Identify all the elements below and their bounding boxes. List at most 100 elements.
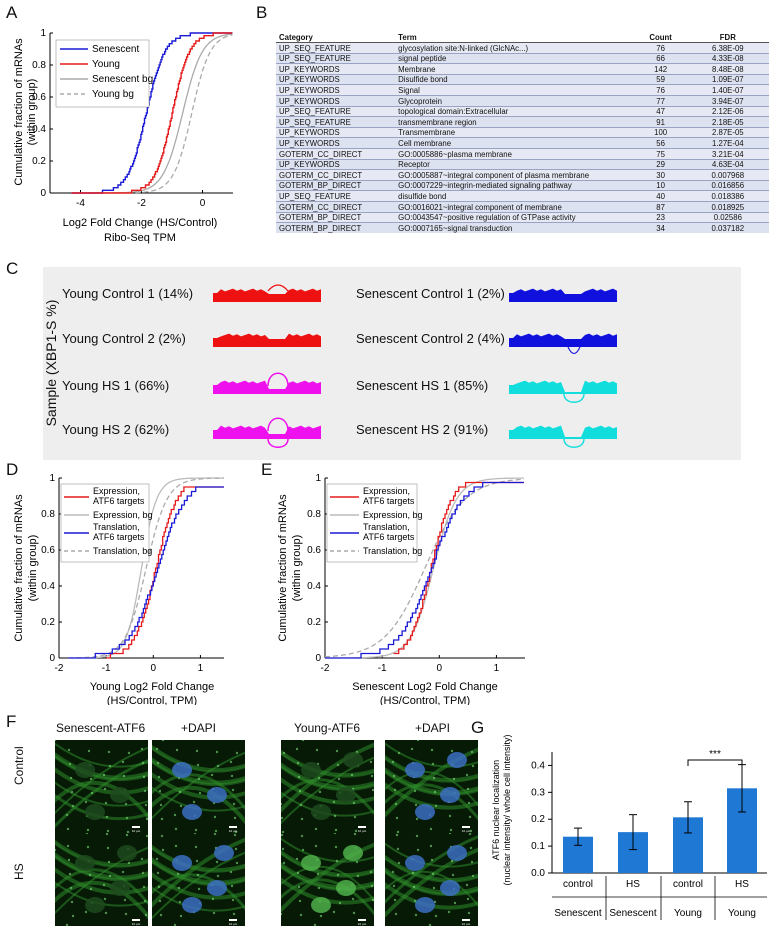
scale-bar-label: 10 μm — [462, 922, 471, 926]
cell-count: 10 — [656, 181, 665, 191]
speckle — [232, 912, 236, 916]
cell-term: GO:0007229~integrin-mediated signaling p… — [398, 181, 572, 191]
panel-a-ylabel-1: Cumulative fraction of mRNAs — [13, 38, 25, 186]
speckle — [70, 900, 74, 904]
table-row: UP_KEYWORDS Transmembrane 100 2.87E-05 — [276, 127, 769, 138]
speckle — [65, 813, 69, 817]
speckle — [369, 870, 373, 874]
panel-e-xlabel-1: Senescent Log2 Fold Change — [352, 681, 498, 693]
speckle — [210, 773, 214, 777]
speckle — [90, 791, 94, 795]
senescent-hs-dapi-image: 10 μm — [152, 833, 245, 926]
coverage-block — [213, 380, 321, 394]
speckle — [413, 789, 417, 793]
panel-g-bars: control Senescent HS Senescent control Young H… — [552, 749, 767, 920]
cell-term: Transmembrane — [398, 128, 456, 138]
cell-fiber — [152, 857, 245, 885]
y-tick-label: 0.2 — [531, 814, 545, 825]
speckle — [124, 912, 128, 916]
cell-fiber — [281, 756, 374, 825]
speckle — [160, 817, 164, 821]
cell-fiber — [152, 772, 245, 800]
cell-category: UP_SEQ_FEATURE — [279, 191, 351, 201]
speckle — [106, 829, 110, 833]
cell-fiber — [152, 872, 245, 900]
cell-fiber — [385, 857, 478, 883]
speckle — [192, 800, 196, 804]
y-tick-label: 0 — [40, 188, 46, 199]
speckle — [195, 859, 199, 863]
panel-d-legend: Expression, ATF6 targets Expression, bg … — [60, 483, 153, 563]
speckle — [65, 923, 69, 926]
speckle — [394, 802, 398, 806]
table-row: UP_KEYWORDS Receptor 29 4.63E-04 — [276, 159, 769, 170]
cell-count: 66 — [656, 54, 665, 64]
table-row: UP_SEQ_FEATURE glycosylation site:N-linke… — [276, 42, 769, 54]
speckle — [89, 887, 93, 891]
speckle — [429, 844, 433, 848]
speckle — [338, 901, 342, 905]
cell-fiber — [152, 785, 245, 825]
speckle — [392, 774, 396, 778]
speckle — [142, 885, 146, 889]
panel-e-curves — [324, 477, 524, 659]
panel-a-cdf-plot: Cumulative fraction of mRNAs (within gro… — [13, 28, 233, 244]
speckle — [107, 860, 111, 864]
speckle — [334, 845, 338, 849]
speckle — [158, 789, 162, 793]
sample-label: Senescent Control 1 (2%) — [356, 286, 505, 301]
cell-fdr: 1.27E-04 — [711, 138, 744, 148]
nucleus — [117, 845, 137, 861]
legend-expr-atf6-1: Expression, — [363, 486, 410, 496]
nucleus — [85, 897, 105, 913]
y-tick-label: 0.3 — [531, 787, 545, 798]
sample-label: Young Control 1 (14%) — [62, 286, 194, 301]
speckle — [229, 870, 233, 874]
panel-e-ylabel-1: Cumulative fraction of mRNAs — [277, 494, 289, 642]
speckle — [140, 857, 144, 861]
panel-g-ticks: 0.0 0.1 0.2 0.3 0.4 — [531, 760, 552, 879]
speckle — [296, 871, 300, 875]
speckle — [336, 873, 340, 877]
cell-count: 59 — [656, 75, 665, 85]
cell-fiber — [55, 839, 148, 867]
speckle — [450, 749, 454, 753]
cell-fdr: 0.018386 — [711, 191, 745, 201]
speckle — [448, 814, 452, 818]
young-control-dapi-image: 10 μm — [385, 740, 478, 833]
speckle — [465, 773, 469, 777]
cell-fiber — [281, 862, 374, 890]
young-hs-atf6-image: 10 μm — [281, 833, 374, 926]
y-tick-label: 0.6 — [307, 545, 321, 556]
cell-term: glycosylation site:N-linked (GlcNAc...) — [398, 43, 529, 53]
speckle — [215, 860, 219, 864]
speckle — [468, 815, 472, 819]
speckle — [216, 874, 220, 878]
speckle — [333, 814, 337, 818]
speckle — [281, 912, 283, 916]
speckle — [392, 884, 396, 888]
cell-fiber — [152, 747, 245, 773]
speckle — [393, 898, 397, 902]
panel-e-ylabel-2: (within group) — [291, 535, 303, 602]
cell-category: UP_KEYWORDS — [279, 75, 340, 85]
table-row: GOTERM_BP_DIRECT GO:0007165~signal transd… — [276, 222, 769, 233]
x-category-group: Senescent — [609, 908, 656, 919]
cell-fiber — [55, 842, 148, 868]
speckle — [86, 828, 90, 832]
speckle — [212, 911, 216, 915]
nucleus — [415, 897, 435, 913]
panel-a-ylabel-2: (within group) — [26, 79, 38, 146]
speckle — [103, 787, 107, 791]
legend-senescent-bg: Senescent bg — [92, 74, 153, 85]
legend-senescent: Senescent — [92, 44, 139, 55]
y-tick-label: 0.1 — [531, 841, 545, 852]
speckle — [350, 773, 354, 777]
nucleus — [182, 897, 202, 913]
speckle — [178, 900, 182, 904]
speckle — [337, 777, 341, 781]
scale-bar-label: 10 μm — [358, 829, 367, 833]
coverage-block — [509, 333, 617, 347]
speckle — [173, 923, 177, 926]
speckle — [68, 762, 72, 766]
